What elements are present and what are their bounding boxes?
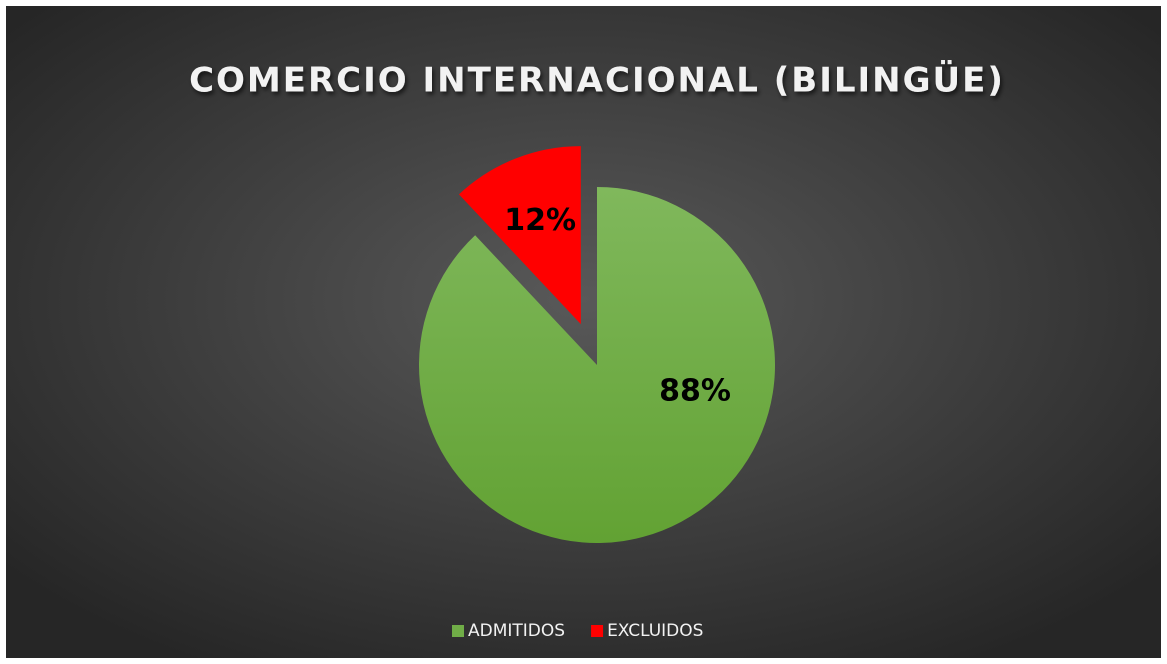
legend-label: EXCLUIDOS	[607, 621, 703, 641]
chart-background	[6, 6, 1161, 658]
chart-title: COMERCIO INTERNACIONAL (BILINGÜE)	[189, 60, 1005, 101]
pie-slice	[419, 187, 775, 543]
data-label: 12%	[504, 203, 576, 238]
pie-slice	[458, 146, 581, 325]
legend-swatch	[452, 625, 464, 637]
legend-swatch	[591, 625, 604, 637]
legend-label: ADMITIDOS	[468, 621, 565, 641]
data-label: 88%	[659, 374, 731, 409]
